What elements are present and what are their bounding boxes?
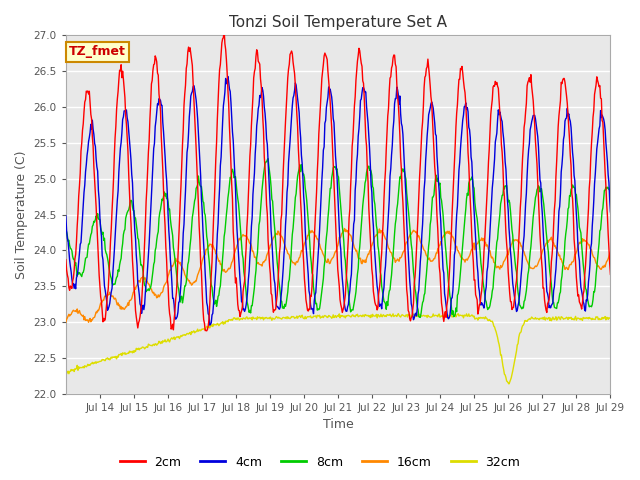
- Text: TZ_fmet: TZ_fmet: [69, 46, 126, 59]
- Legend: 2cm, 4cm, 8cm, 16cm, 32cm: 2cm, 4cm, 8cm, 16cm, 32cm: [115, 451, 525, 474]
- X-axis label: Time: Time: [323, 419, 353, 432]
- Y-axis label: Soil Temperature (C): Soil Temperature (C): [15, 150, 28, 279]
- Title: Tonzi Soil Temperature Set A: Tonzi Soil Temperature Set A: [229, 15, 447, 30]
